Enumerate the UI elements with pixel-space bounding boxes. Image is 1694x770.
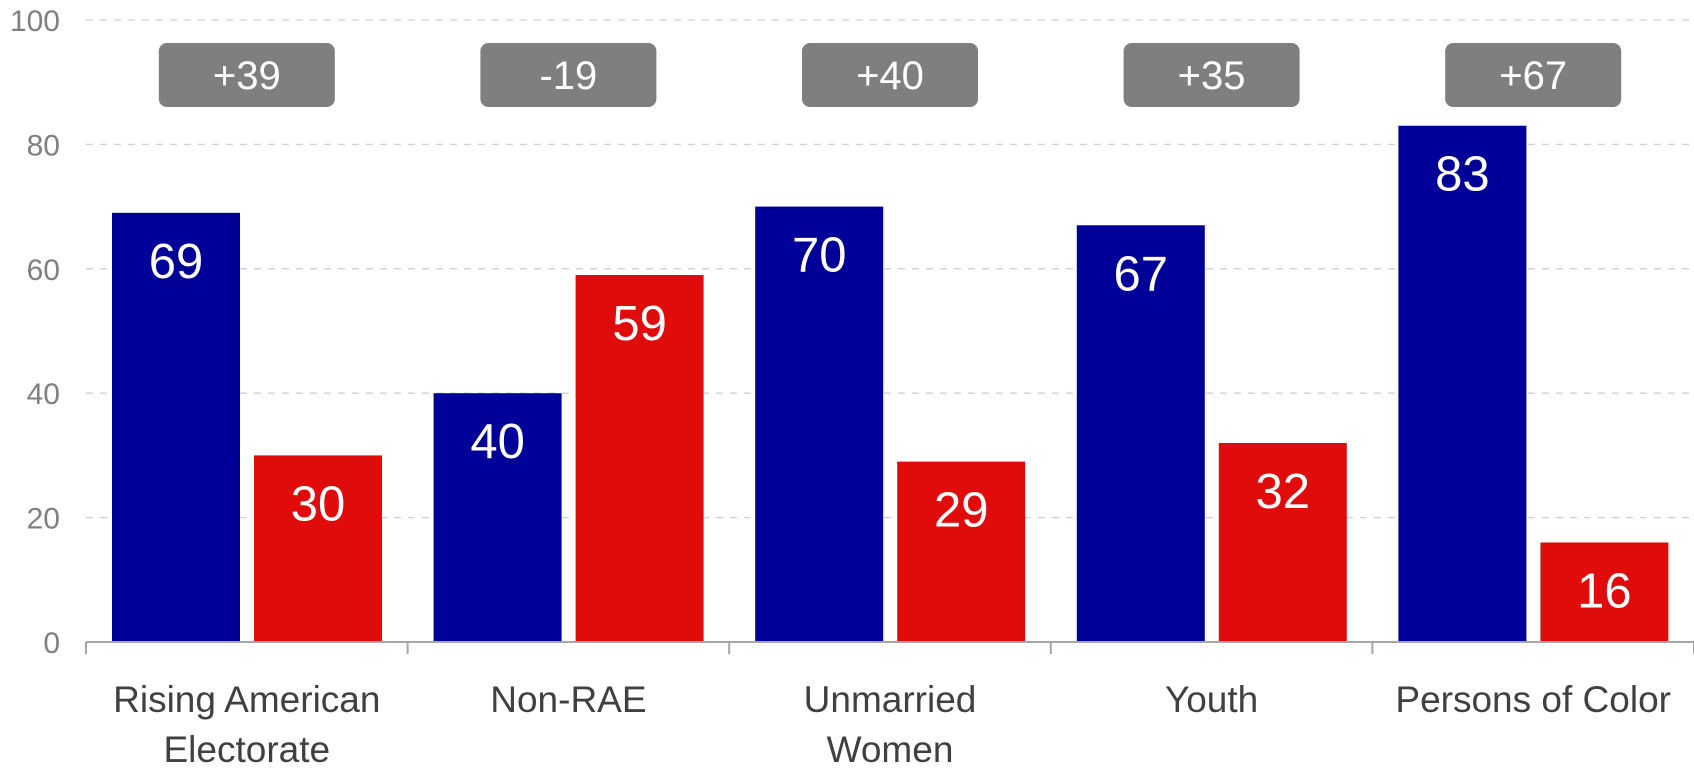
y-tick-label: 80 xyxy=(27,129,60,162)
bar xyxy=(897,461,1026,642)
margin-badge xyxy=(1445,43,1622,107)
bar xyxy=(1398,125,1527,643)
bar-data-label: 67 xyxy=(1114,247,1169,301)
y-tick-label: 60 xyxy=(27,254,60,287)
margin-badge-label: +67 xyxy=(1499,54,1567,98)
bar xyxy=(1076,225,1205,642)
margin-badge xyxy=(1123,43,1300,107)
y-axis-tick-labels: 0 20 40 60 80 100 xyxy=(10,5,60,660)
category-label: Electorate xyxy=(164,729,331,770)
category-label: Women xyxy=(827,729,954,770)
bar-data-label: 59 xyxy=(612,297,667,351)
bar-data-label: 40 xyxy=(470,415,525,469)
category-label: Persons of Color xyxy=(1395,679,1671,720)
y-tick-label: 40 xyxy=(27,378,60,411)
bar-data-label: 83 xyxy=(1435,148,1490,202)
category-label: Rising American xyxy=(113,679,380,720)
bars: 69 30 40 59 70 29 67 32 83 16 xyxy=(112,125,1669,643)
bar-data-label: 30 xyxy=(291,477,346,531)
margin-badge xyxy=(158,43,335,107)
bar xyxy=(755,206,884,642)
margin-badges: +39 -19 +40 +35 +67 xyxy=(158,43,1622,107)
category-label: Non-RAE xyxy=(490,679,646,720)
bar xyxy=(1218,442,1347,642)
y-tick-label: 100 xyxy=(10,5,60,38)
bar-data-label: 16 xyxy=(1577,564,1632,618)
x-axis-category-labels: Rising American Electorate Non-RAE Unmarrie… xyxy=(113,679,1671,770)
margin-badge-label: +39 xyxy=(213,54,281,98)
bar xyxy=(1540,542,1669,642)
margin-badge xyxy=(480,43,657,107)
x-axis xyxy=(85,641,1694,654)
margin-badge-label: +40 xyxy=(856,54,924,98)
category-label: Youth xyxy=(1165,679,1258,720)
y-tick-label: 0 xyxy=(43,627,60,660)
y-tick-label: 20 xyxy=(27,503,60,536)
margin-badge-label: -19 xyxy=(539,54,597,98)
margin-badge-label: +35 xyxy=(1178,54,1246,98)
bar-data-label: 69 xyxy=(149,235,204,289)
bar xyxy=(112,212,240,642)
bar xyxy=(433,393,562,642)
margin-badge xyxy=(802,43,978,107)
category-label: Unmarried xyxy=(804,679,977,720)
bar-data-label: 29 xyxy=(934,484,989,538)
bar xyxy=(575,275,704,642)
bar xyxy=(254,455,382,642)
bar-data-label: 70 xyxy=(792,229,847,283)
bar-data-label: 32 xyxy=(1256,465,1311,519)
